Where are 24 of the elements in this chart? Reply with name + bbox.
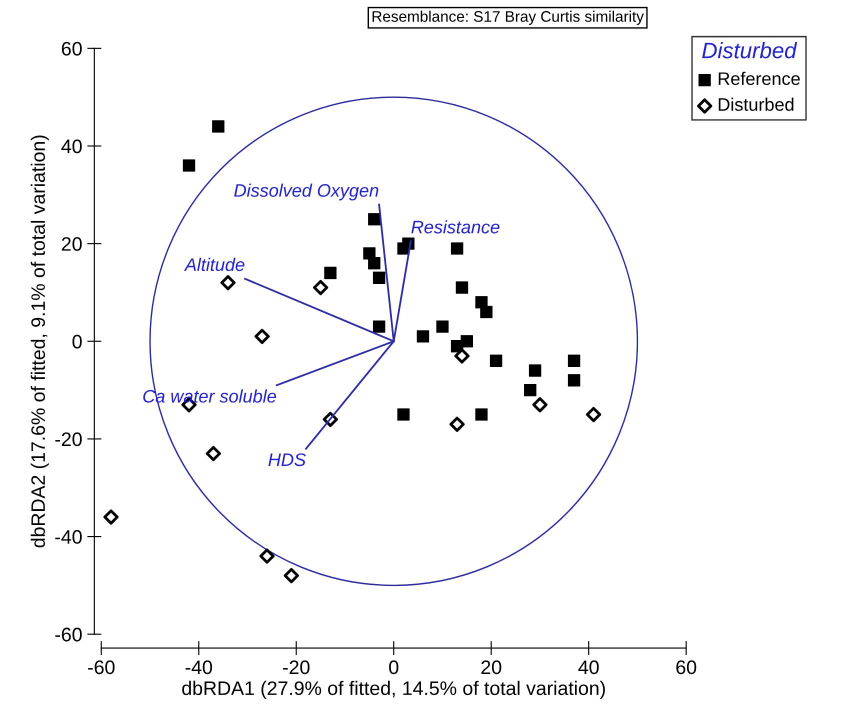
legend-title: Disturbed: [702, 42, 798, 58]
x-tick-label: 20: [481, 660, 502, 674]
y-tick-label: -40: [55, 530, 82, 544]
series-label: Dissolved Oxygen: [234, 184, 378, 200]
y-tick-label: -60: [55, 628, 82, 642]
series-label: HDS: [268, 453, 306, 466]
y-tick-label: 60: [62, 42, 82, 56]
x-tick-label: -40: [186, 660, 212, 674]
x-tick-label: -60: [88, 660, 115, 674]
x-tick-label: -20: [283, 660, 310, 674]
y-tick-label: -20: [55, 432, 82, 446]
y-axis-title: dbRDA2 (17.6% of fitted, 9.1% of total variation): [30, 136, 49, 548]
legend-label: Reference: [718, 72, 800, 86]
text: Resemblance: S17 Bray Curtis similarity: [372, 10, 644, 25]
series-label: Resistance: [411, 220, 500, 234]
x-tick-label: 60: [676, 660, 696, 674]
legend-label: Disturbed: [718, 98, 794, 111]
x-axis-title: dbRDA1 (27.9% of fitted, 14.5% of total variation): [182, 680, 605, 699]
y-tick-label: 40: [61, 139, 82, 154]
x-tick-label: 0: [389, 660, 398, 674]
series-label: Altitude: [184, 258, 244, 272]
x-tick-label: 40: [578, 660, 599, 674]
y-tick-label: 0: [72, 334, 82, 349]
y-tick-label: 20: [62, 237, 82, 251]
